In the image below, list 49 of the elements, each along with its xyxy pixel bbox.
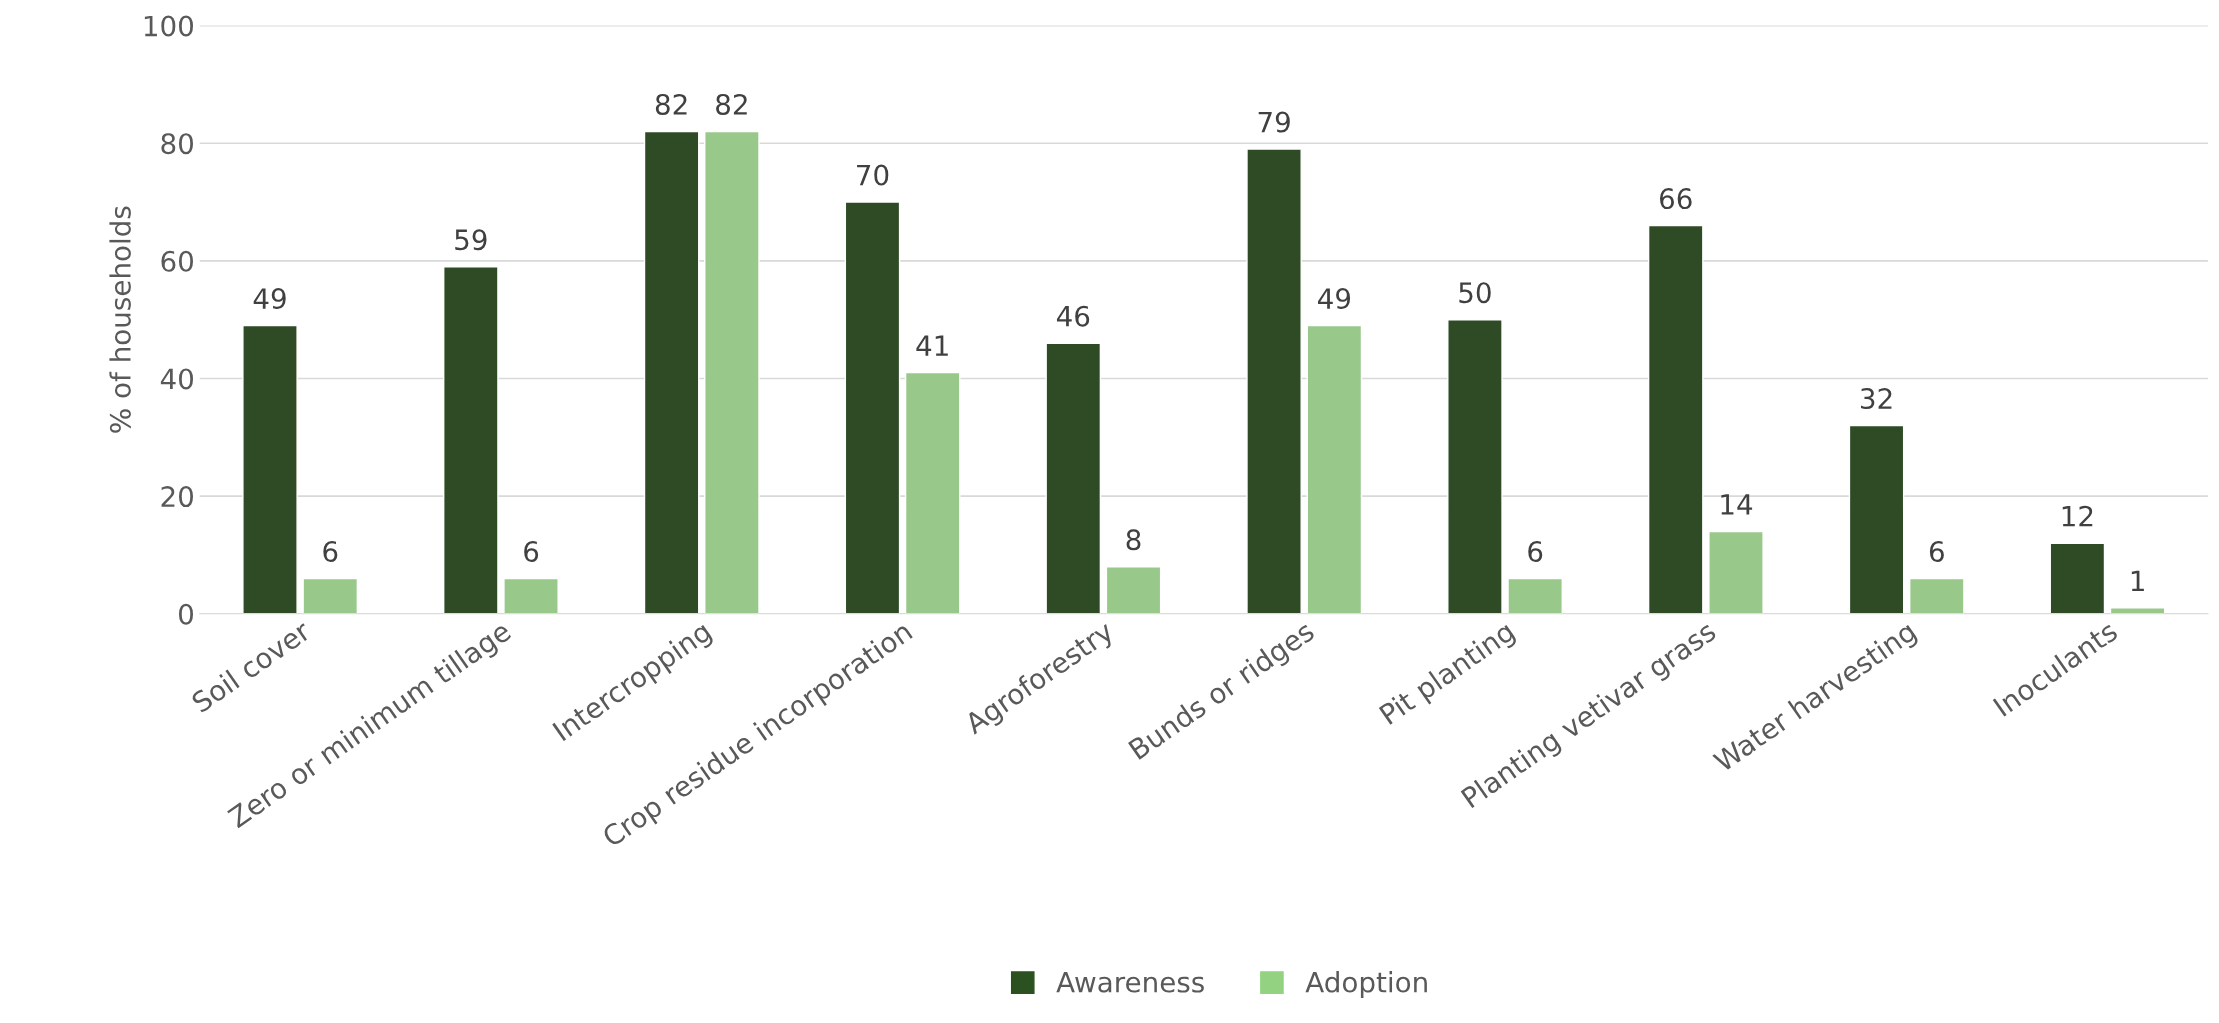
bar: [302, 577, 359, 614]
y-tick-label: 40: [160, 368, 193, 390]
data-label: 82: [655, 93, 687, 115]
y-tick-label: 60: [161, 250, 193, 272]
y-tick-label: 20: [161, 486, 193, 508]
data-label: 32: [1861, 388, 1892, 410]
bar: [904, 371, 961, 614]
y-tick-label: 80: [161, 133, 193, 155]
data-label: 79: [1258, 111, 1290, 133]
data-label: 70: [857, 164, 889, 186]
data-label: 6: [323, 541, 338, 563]
bar: [643, 130, 700, 614]
y-tick-label: 0: [179, 603, 193, 625]
data-label: 14: [1721, 494, 1753, 515]
data-label: 6: [1528, 541, 1543, 563]
data-label: 49: [253, 288, 286, 310]
data-label: 6: [1929, 541, 1944, 563]
legend-label: Adoption: [1305, 971, 1427, 998]
bar: [1045, 342, 1102, 614]
data-label: 46: [1056, 305, 1090, 327]
bar: [1105, 566, 1162, 614]
data-label: 82: [716, 93, 747, 115]
bar: [1507, 577, 1563, 614]
bar: [1246, 148, 1302, 614]
data-label: 50: [1459, 282, 1491, 304]
data-label: 6: [524, 541, 539, 563]
data-label: 59: [455, 229, 487, 251]
y-axis-title: % of households: [109, 206, 131, 433]
bar: [443, 266, 499, 614]
bar: [1647, 224, 1704, 614]
legend-label: Awareness: [1056, 971, 1204, 993]
bar: [1708, 530, 1764, 614]
bar: [1848, 424, 1905, 614]
bar: [2049, 542, 2106, 614]
data-label: 49: [1318, 288, 1351, 310]
bar: [1908, 577, 1965, 614]
data-label: 1: [2131, 570, 2144, 592]
data-label: 66: [1660, 188, 1692, 210]
y-tick-label: 100: [144, 15, 193, 37]
bar: [1447, 318, 1503, 614]
data-label: 41: [916, 335, 948, 356]
bar: [844, 201, 901, 614]
data-label: 8: [1126, 529, 1141, 551]
bar: [704, 130, 760, 614]
bar: [2109, 607, 2166, 614]
data-label: 12: [2062, 505, 2093, 527]
bar: [1306, 324, 1363, 614]
bar: [503, 577, 559, 614]
bar: [242, 324, 298, 614]
